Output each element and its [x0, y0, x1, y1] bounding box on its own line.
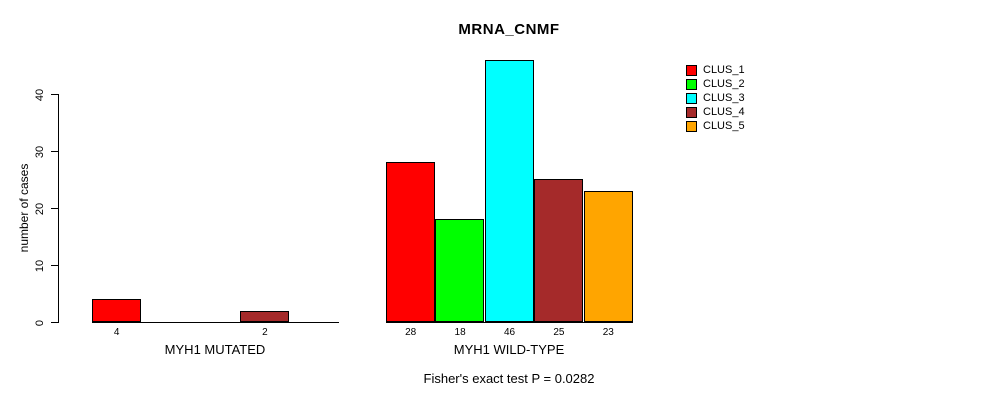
legend-label: CLUS_4 — [703, 106, 745, 118]
bar-value-label: 25 — [553, 327, 565, 338]
bar-value-label: 18 — [454, 327, 466, 338]
y-tick-label: 20 — [34, 202, 46, 215]
legend-swatch-icon — [686, 64, 697, 76]
legend-label: CLUS_1 — [703, 64, 745, 76]
bar-clus_5-group2 — [584, 191, 633, 322]
y-tick — [51, 322, 58, 323]
y-tick-label: 30 — [34, 145, 46, 158]
group-baseline — [386, 322, 633, 323]
y-tick — [51, 151, 58, 152]
y-tick — [51, 265, 58, 266]
legend-item-clus_2: CLUS_2 — [686, 77, 745, 91]
legend-item-clus_5: CLUS_5 — [686, 119, 745, 133]
legend-item-clus_4: CLUS_4 — [686, 105, 745, 119]
legend-label: CLUS_2 — [703, 78, 745, 90]
legend-label: CLUS_3 — [703, 92, 745, 104]
y-tick-label: 10 — [34, 259, 46, 272]
y-tick-label: 0 — [34, 319, 46, 326]
bar-clus_3-group2 — [485, 60, 534, 322]
annotation-text: Fisher's exact test P = 0.0282 — [423, 371, 595, 386]
bar-clus_4-group1 — [240, 311, 289, 322]
legend-item-clus_1: CLUS_1 — [686, 63, 745, 77]
chart-title: MRNA_CNMF — [458, 21, 560, 38]
legend-swatch-icon — [686, 92, 697, 104]
group-baseline — [92, 322, 339, 323]
bar-clus_4-group2 — [534, 179, 583, 322]
bar-value-label: 23 — [602, 327, 614, 338]
bar-value-label: 46 — [503, 327, 516, 338]
bar-value-label: 28 — [405, 327, 417, 338]
legend-label: CLUS_5 — [703, 120, 745, 132]
bar-clus_2-group2 — [435, 219, 484, 322]
bar-clus_1-group2 — [386, 162, 435, 322]
legend-item-clus_3: CLUS_3 — [686, 91, 745, 105]
bar-value-label: 4 — [113, 327, 120, 338]
bar-clus_1-group1 — [92, 299, 141, 322]
bar-value-label: 2 — [262, 327, 268, 338]
y-tick — [51, 208, 58, 209]
legend-swatch-icon — [686, 78, 697, 90]
y-axis-label: number of cases — [17, 163, 31, 253]
y-axis-line — [58, 94, 59, 323]
y-tick — [51, 94, 58, 95]
legend-swatch-icon — [686, 106, 697, 118]
legend-swatch-icon — [686, 120, 697, 132]
y-tick-label: 40 — [34, 88, 46, 101]
legend: CLUS_1 CLUS_2 CLUS_3 CLUS_4 CLUS_5 — [686, 63, 745, 133]
x-category-label-wildtype: MYH1 WILD-TYPE — [453, 342, 565, 357]
x-category-label-mutated: MYH1 MUTATED — [164, 342, 266, 357]
